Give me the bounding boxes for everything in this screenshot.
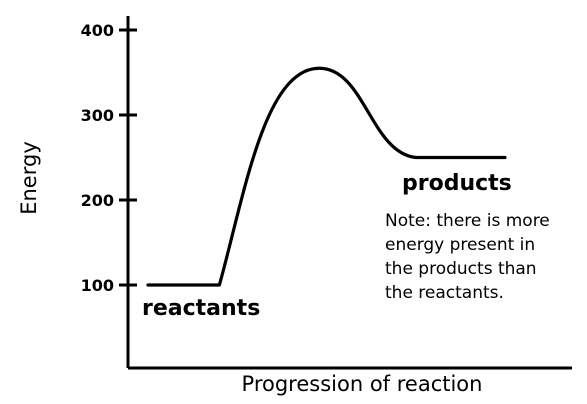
- y-tick-label: 100: [81, 276, 114, 295]
- note-line: the products than: [385, 259, 537, 279]
- note-line: Note: there is more: [385, 211, 550, 231]
- y-tick-label: 300: [81, 106, 114, 125]
- energy-curve: [146, 66, 507, 287]
- y-ticks: 100 200 300 400: [81, 21, 137, 295]
- y-tick-label: 200: [81, 191, 114, 210]
- reactants-label: reactants: [142, 296, 260, 321]
- x-axis-title: Progression of reaction: [242, 372, 483, 396]
- note-line: energy present in: [385, 235, 535, 255]
- products-label: products: [402, 171, 512, 196]
- note-line: the reactants.: [385, 283, 504, 303]
- y-tick-label: 400: [81, 21, 114, 40]
- y-axis-title: Energy: [17, 141, 41, 215]
- energy-note: Note: there is more energy present in th…: [385, 211, 550, 303]
